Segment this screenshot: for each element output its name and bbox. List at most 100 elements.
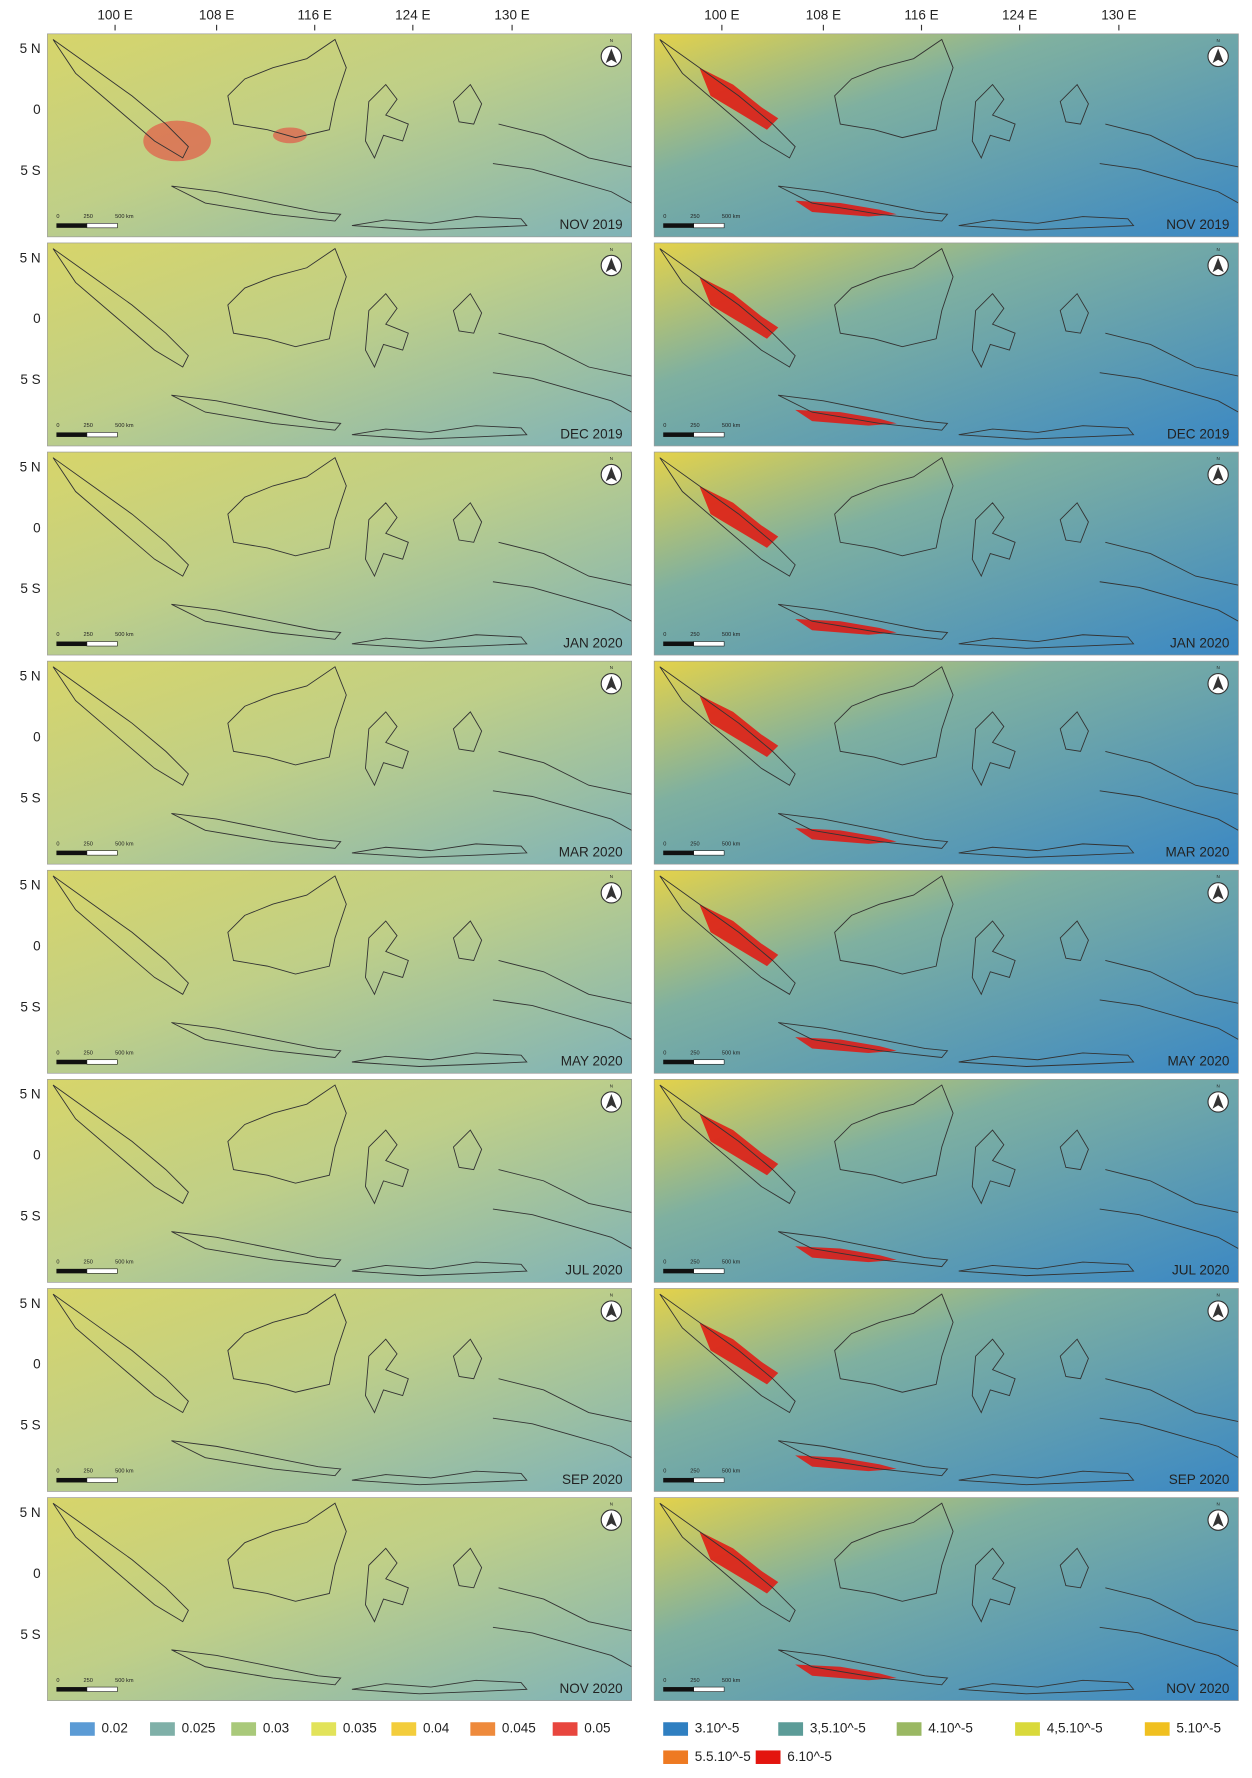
scale-bar-label: 250	[690, 1469, 699, 1475]
hotspot	[143, 120, 211, 162]
panel-border	[47, 33, 632, 238]
north-label: N	[1217, 874, 1220, 879]
north-label: N	[610, 38, 613, 43]
scale-bar-label: 500 km	[115, 841, 134, 847]
scale-bar-label: 500 km	[722, 423, 741, 429]
scale-bar-white	[693, 432, 725, 438]
scale-bar-black	[56, 1059, 87, 1065]
panel-border	[47, 660, 632, 865]
north-arrow	[605, 48, 617, 64]
y-axis-label: 5 N	[20, 250, 41, 265]
scale-bar-label: 500 km	[115, 1678, 134, 1684]
scale-bar-label: 0	[663, 1678, 666, 1684]
map-panel: SEP 2020 N 0 250 500 km 5 N 0 5 S	[20, 1288, 632, 1492]
y-axis-label: 5 N	[20, 459, 41, 474]
y-axis-label: 0	[33, 1148, 41, 1163]
north-arrow	[605, 884, 617, 900]
scale-bar-black	[663, 1059, 694, 1065]
scale-bar-label: 0	[663, 214, 666, 220]
scale-bar-label: 250	[690, 632, 699, 638]
scale-bar-label: 500 km	[115, 1260, 134, 1266]
scale-bar-label: 0	[56, 214, 59, 220]
scale-bar-label: 250	[83, 1260, 92, 1266]
map-panel: JUL 2020 N 0 250 500 km 5 N 0 5 S	[20, 1079, 632, 1283]
y-axis-label: 5 N	[20, 878, 41, 893]
x-axis-label: 116 E	[298, 7, 332, 22]
legend-label: 5.5.10^-5	[695, 1749, 751, 1764]
panel-label: JAN 2020	[563, 635, 622, 650]
map-panel: NOV 2019 N 0 250 500 km 5 N 0 5 S	[20, 33, 632, 238]
panel-label: NOV 2020	[1166, 1681, 1229, 1696]
map-background	[654, 452, 1239, 656]
north-arrow	[605, 675, 617, 691]
map-panel: JAN 2020 N 0 250 500 km 5 N 0 5 S	[20, 451, 632, 656]
scale-bar-label: 0	[663, 632, 666, 638]
y-axis-label: 0	[33, 102, 41, 117]
scale-bar-label: 500 km	[722, 1678, 741, 1684]
north-label: N	[610, 247, 613, 252]
scale-bar-label: 250	[690, 841, 699, 847]
scale-bar-black	[663, 223, 694, 228]
legend-swatch	[663, 1722, 689, 1736]
legend-label: 4,5.10^-5	[1047, 1721, 1103, 1736]
y-axis-label: 5 S	[20, 790, 40, 805]
legend-label: 4.10^-5	[928, 1721, 973, 1736]
north-arrow	[1212, 257, 1224, 273]
scale-bar-label: 500 km	[722, 841, 741, 847]
north-arrow	[1212, 675, 1224, 691]
scale-bar-label: 0	[56, 1260, 59, 1266]
scale-bar-label: 250	[83, 214, 92, 220]
legend-swatch	[778, 1722, 804, 1736]
map-panel: NOV 2020 N 0 250 500 km	[653, 1497, 1239, 1701]
scale-bar-black	[56, 850, 87, 856]
y-axis-label: 5 N	[20, 1087, 41, 1102]
panel-border	[47, 1288, 632, 1492]
panel-label: JUL 2020	[565, 1263, 622, 1278]
north-label: N	[1217, 665, 1220, 670]
panel-label: NOV 2020	[559, 1681, 622, 1696]
scale-bar-label: 0	[56, 841, 59, 847]
x-axis-label: 100 E	[704, 7, 739, 22]
north-label: N	[610, 874, 613, 879]
map-background	[47, 1079, 632, 1283]
north-arrow	[1212, 884, 1224, 900]
y-axis-label: 0	[33, 729, 41, 744]
north-arrow	[605, 257, 617, 273]
legend-label: 0.05	[584, 1721, 610, 1736]
scale-bar-white	[86, 1477, 118, 1483]
scale-bar-black	[56, 432, 87, 437]
legend-label: 5.10^-5	[1176, 1721, 1221, 1736]
legend-swatch	[663, 1750, 689, 1764]
map-panel: NOV 2019 N 0 250 500 km	[653, 33, 1239, 238]
scale-bar-label: 0	[56, 423, 59, 429]
scale-bar-black	[56, 223, 87, 228]
scale-bar-black	[663, 850, 694, 856]
panel-border	[653, 242, 1239, 447]
x-axis-label: 124 E	[1002, 7, 1037, 22]
map-background	[47, 661, 632, 865]
panel-border	[47, 869, 632, 1074]
map-background	[654, 242, 1239, 446]
x-axis-label: 124 E	[395, 7, 430, 22]
north-label: N	[1217, 1292, 1220, 1297]
scale-bar-label: 250	[690, 214, 699, 220]
north-label: N	[1217, 1083, 1220, 1088]
panel-label: MAR 2020	[1166, 844, 1230, 859]
scale-bar-label: 0	[56, 1678, 59, 1684]
y-axis-label: 5 S	[20, 1209, 40, 1224]
panel-border	[47, 1497, 632, 1701]
y-axis-label: 0	[33, 311, 41, 326]
north-arrow	[1212, 466, 1224, 482]
map-panel: JAN 2020 N 0 250 500 km	[653, 451, 1239, 656]
panel-label: DEC 2019	[560, 426, 622, 441]
panel-border	[47, 242, 632, 447]
north-label: N	[610, 1502, 613, 1507]
x-axis-label: 116 E	[904, 7, 938, 22]
scale-bar-label: 250	[83, 423, 92, 429]
y-axis-label: 5 N	[20, 669, 41, 684]
north-arrow	[1212, 1094, 1224, 1109]
panel-label: MAR 2020	[559, 844, 623, 859]
scale-bar-black	[56, 1477, 87, 1483]
map-panel: NOV 2020 N 0 250 500 km 5 N 0 5 S	[20, 1497, 632, 1701]
